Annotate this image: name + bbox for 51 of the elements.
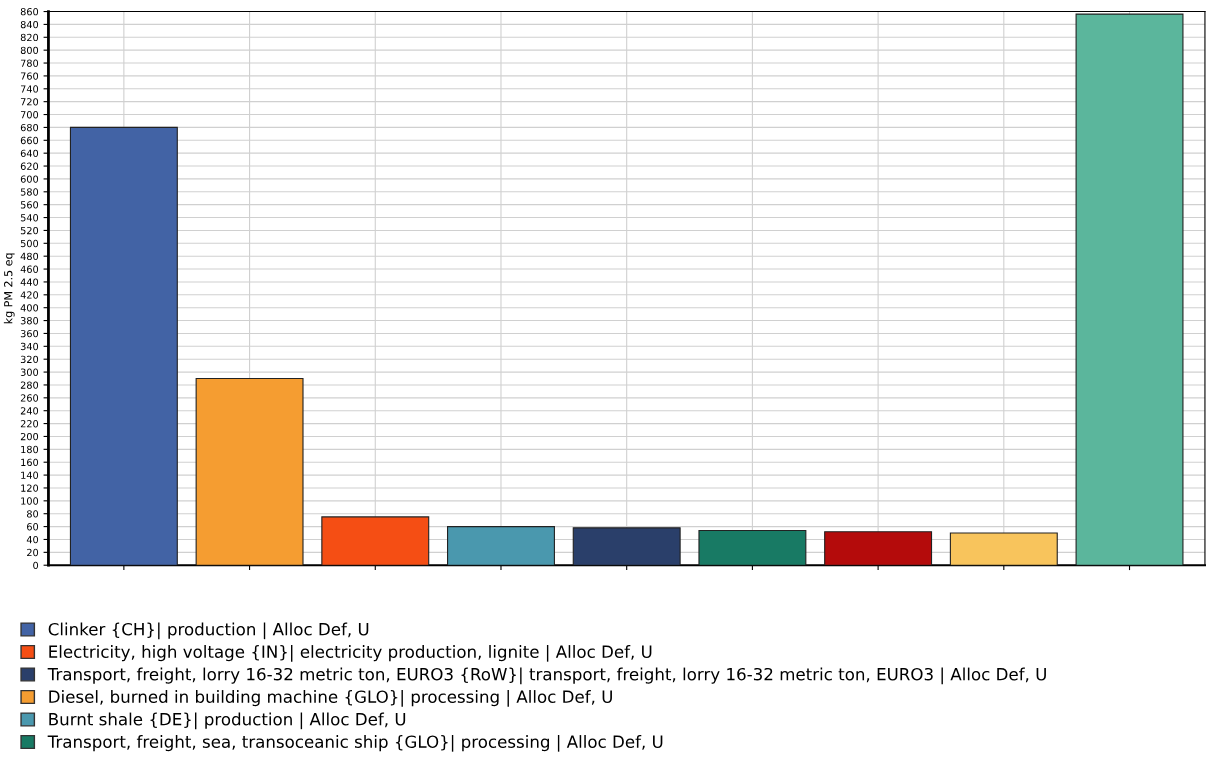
y-tick-label: 20 xyxy=(27,548,39,557)
y-tick-label: 660 xyxy=(20,136,39,145)
y-tick-label: 860 xyxy=(20,8,39,16)
y-tick-label: 720 xyxy=(20,98,39,106)
legend-label: Clinker {CH}| production | Alloc Def, U xyxy=(48,622,369,640)
y-tick-label: 600 xyxy=(20,175,39,183)
y-tick-label: 120 xyxy=(21,484,39,492)
y-tick-label: 540 xyxy=(20,214,39,222)
legend-label: Transport, freight, sea, transoceanic ship {GLO}| processing | Alloc Def, U xyxy=(47,735,663,752)
y-tick-label: 240 xyxy=(20,407,39,415)
y-tick-label: 800 xyxy=(20,46,39,54)
legend-label: Diesel, burned in building machine {GLO}| processing | Alloc Def, U xyxy=(49,690,612,707)
y-tick-label: 200 xyxy=(20,432,39,441)
y-tick-label: 140 xyxy=(21,471,39,479)
y-tick-label: 60 xyxy=(27,523,39,531)
y-tick-label: 40 xyxy=(26,535,39,544)
y-tick-label: 300 xyxy=(20,368,39,376)
y-tick-label: 420 xyxy=(20,291,39,299)
y-tick-label: 560 xyxy=(20,201,39,209)
y-tick-label: 220 xyxy=(20,420,39,428)
y-tick-label: 480 xyxy=(20,252,39,261)
y-tick-label: 380 xyxy=(20,317,39,325)
y-tick-label: 820 xyxy=(20,33,39,42)
y-tick-label: 760 xyxy=(20,72,39,80)
y-tick-label: 440 xyxy=(20,278,39,286)
legend-label: Electricity, high voltage {IN}| electricity production, lignite | Alloc Def, U xyxy=(49,645,652,662)
y-tick-label: 0 xyxy=(33,561,39,570)
y-tick-label: 260 xyxy=(20,394,39,402)
y-tick-label: 640 xyxy=(20,149,39,158)
y-tick-label: 620 xyxy=(20,162,39,170)
y-tick-label: 500 xyxy=(20,239,39,248)
y-tick-label: 180 xyxy=(21,445,39,454)
y-tick-label: 80 xyxy=(27,510,39,518)
legend-label: Burnt shale {DE}| production | Alloc Def, U xyxy=(49,712,406,730)
y-tick-label: 100 xyxy=(21,497,39,505)
y-tick-label: 580 xyxy=(20,188,39,196)
y-tick-label: 160 xyxy=(21,458,39,467)
y-tick-label: 460 xyxy=(20,265,39,273)
y-tick-label: 280 xyxy=(20,381,39,389)
y-tick-label: 840 xyxy=(20,20,39,29)
y-tick-label: 780 xyxy=(20,59,39,67)
y-tick-label: 340 xyxy=(20,342,39,351)
y-tick-label: 400 xyxy=(20,304,39,312)
y-tick-label: 520 xyxy=(20,226,39,235)
y-axis-title: kg PM 2.5 eq xyxy=(3,253,15,324)
legend-label: Transport, freight, lorry 16-32 metric ton, EURO3 {RoW}| transport, freight, lorry 16-32 metric ton, EURO3 | Alloc Def, U xyxy=(47,667,1046,685)
y-tick-label: 680 xyxy=(20,123,39,132)
y-tick-label: 360 xyxy=(20,329,39,338)
y-tick-label: 740 xyxy=(20,85,39,93)
y-tick-label: 320 xyxy=(20,355,39,364)
y-tick-label: 700 xyxy=(20,111,39,119)
